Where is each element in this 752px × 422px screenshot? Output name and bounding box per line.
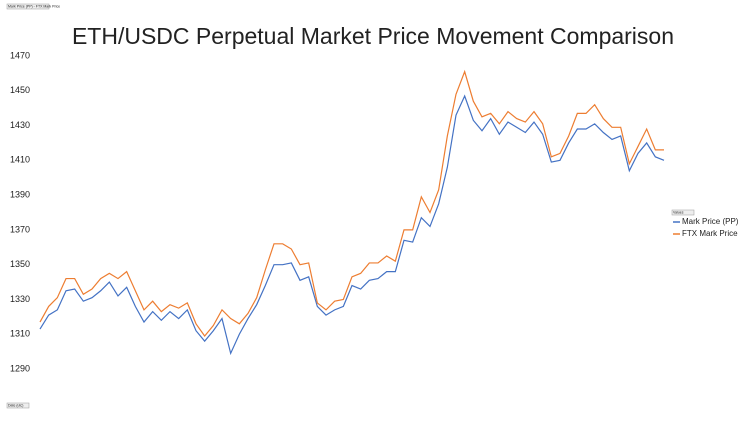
y-tick-label: 1390 xyxy=(10,189,30,199)
x-label-box xyxy=(6,402,30,409)
y-tick-label: 1370 xyxy=(10,224,30,234)
series-line xyxy=(39,69,664,337)
series-line xyxy=(39,94,665,356)
header-note-box xyxy=(6,3,50,10)
y-tick-label: 1330 xyxy=(10,294,30,304)
y-tick-label: 1290 xyxy=(10,363,30,373)
legend-title: Values xyxy=(673,211,684,215)
y-tick-label: 1410 xyxy=(10,155,30,165)
chart-title: ETH/USDC Perpetual Market Price Movement… xyxy=(72,23,674,49)
x-label: Date (utc) xyxy=(8,404,23,408)
y-tick-label: 1450 xyxy=(10,85,30,95)
y-tick-label: 1310 xyxy=(10,329,30,339)
y-tick-label: 1430 xyxy=(10,120,30,130)
y-tick-label: 1350 xyxy=(10,259,30,269)
header-note: Mark Price (PP) - FTX Mark Price xyxy=(8,5,60,9)
legend-title-box xyxy=(671,209,695,216)
y-tick-label: 1470 xyxy=(10,50,30,60)
legend-label: FTX Mark Price xyxy=(682,229,738,238)
legend-label: Mark Price (PP) xyxy=(682,217,739,226)
